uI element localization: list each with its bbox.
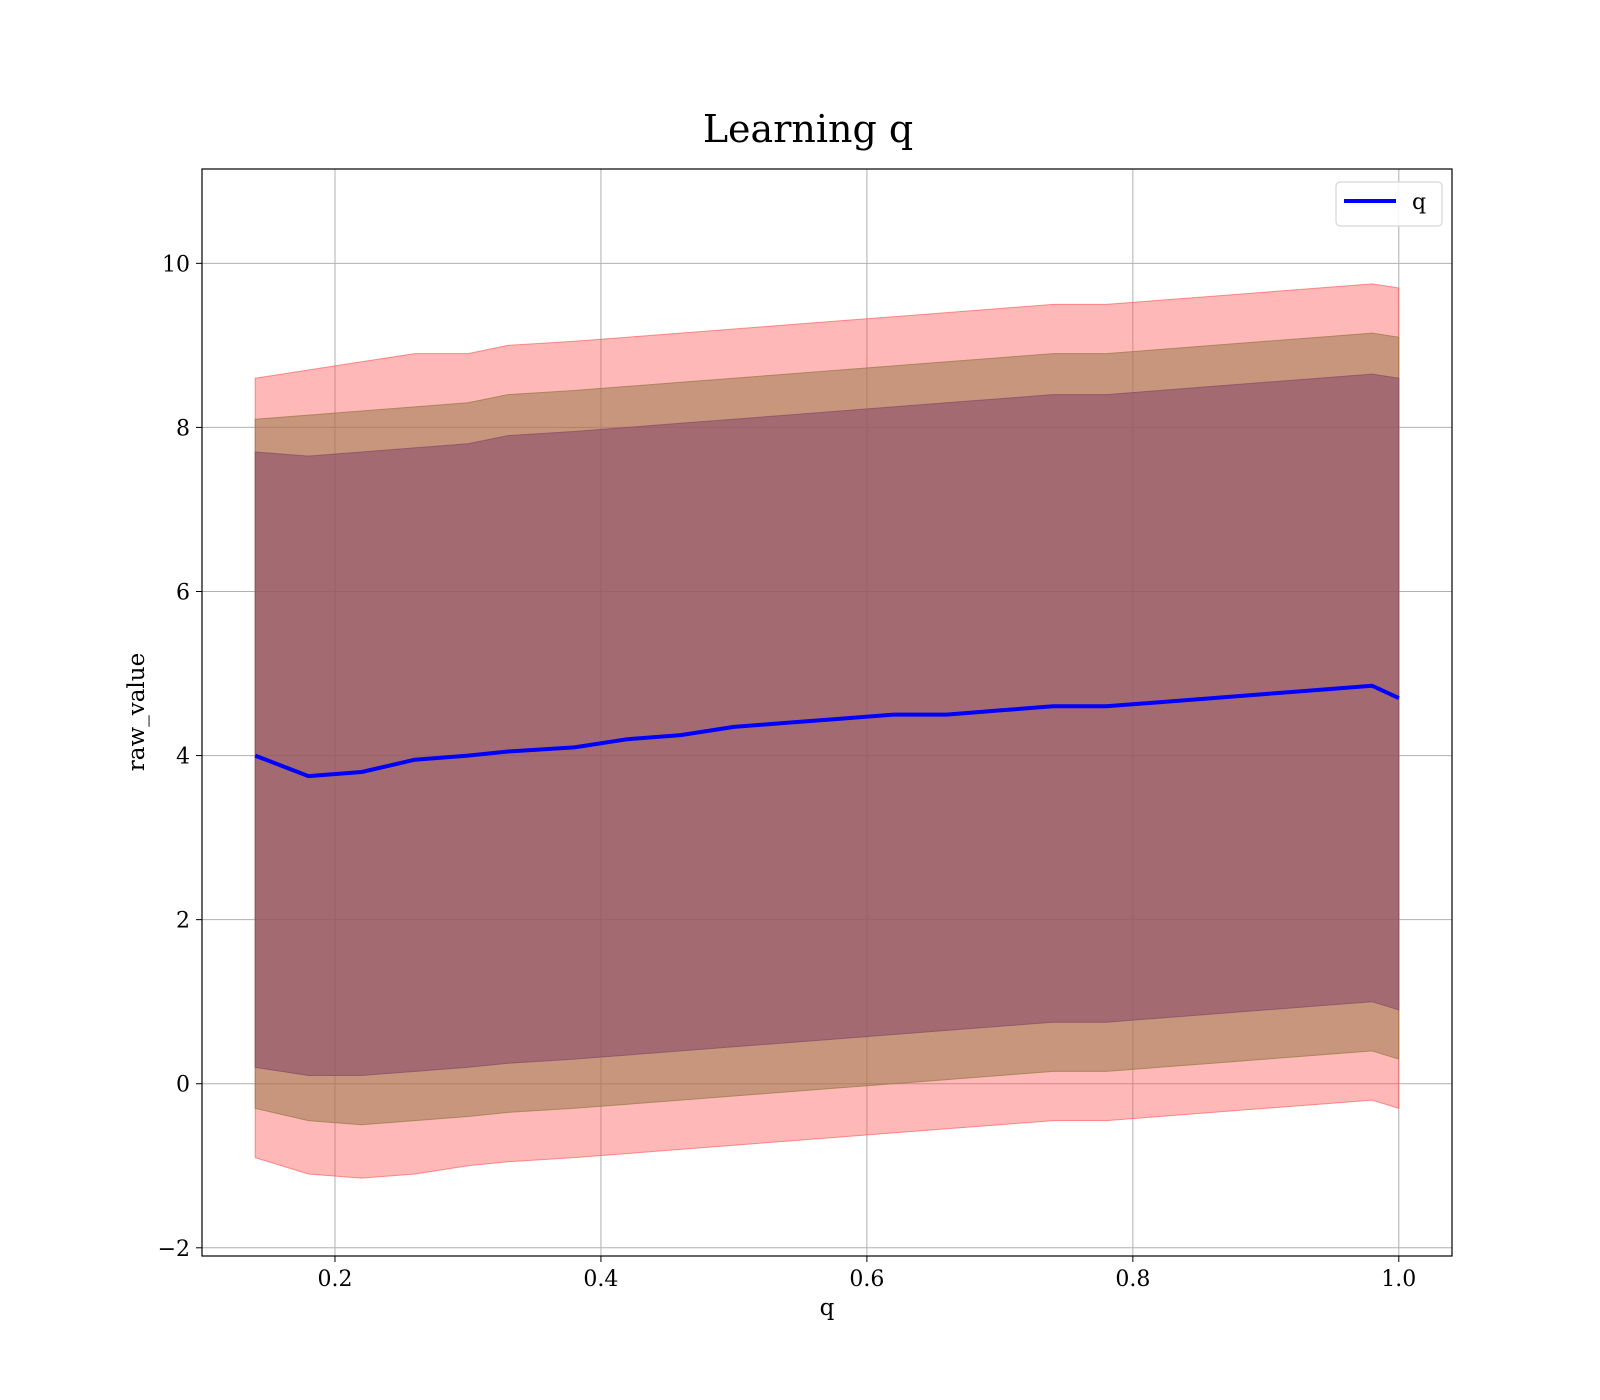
chart-title: Learning q [703, 107, 913, 151]
y-tick-label: 8 [176, 416, 190, 441]
plot-frame [201, 168, 1453, 1257]
x-tick-label: 0.6 [849, 1267, 884, 1292]
x-axis-label: q [820, 1295, 835, 1321]
band-inner [254, 373, 1400, 1076]
bands [254, 283, 1400, 1179]
y-tick-label: 10 [162, 252, 190, 277]
y-axis-ticks: −2 0 2 4 6 8 10 [158, 252, 202, 1262]
series-lines [254, 683, 1400, 779]
y-tick-label: −2 [158, 1237, 190, 1262]
series-line-q [254, 683, 1400, 779]
y-tick-label: 6 [176, 580, 190, 605]
legend: q [1335, 181, 1443, 227]
y-axis-label: raw_value [124, 653, 150, 771]
x-tick-label: 1.0 [1381, 1267, 1416, 1292]
y-tick-label: 0 [176, 1073, 190, 1098]
x-tick-label: 0.8 [1115, 1267, 1150, 1292]
legend-label: q [1412, 190, 1426, 215]
legend-box [1335, 181, 1443, 227]
x-tick-label: 0.4 [583, 1267, 618, 1292]
x-axis-ticks: 0.2 0.4 0.6 0.8 1.0 [317, 1256, 1416, 1292]
x-tick-label: 0.2 [317, 1267, 352, 1292]
y-tick-label: 2 [176, 909, 190, 934]
y-tick-label: 4 [176, 745, 190, 770]
